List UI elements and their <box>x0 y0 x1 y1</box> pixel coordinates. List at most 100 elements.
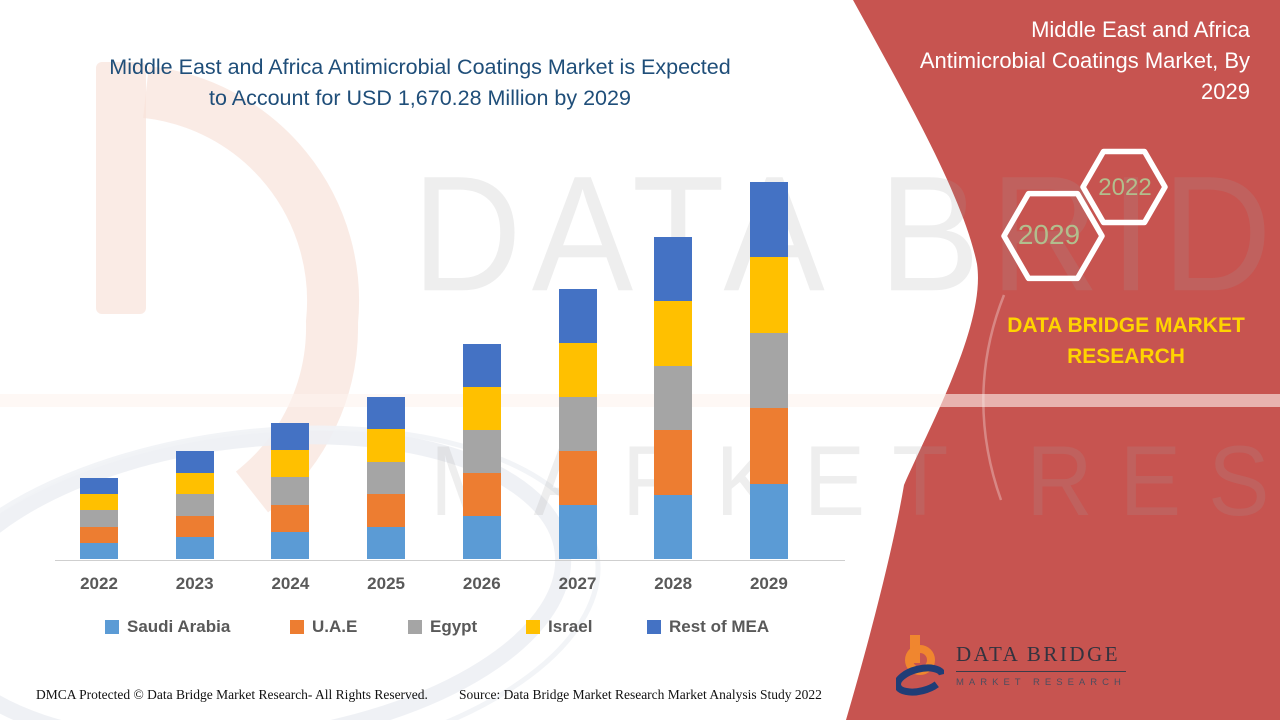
segment-2022-U.A.E <box>80 526 118 543</box>
legend-item-U.A.E: U.A.E <box>290 617 357 637</box>
segment-2024-Egypt <box>271 477 310 505</box>
decor-ribbon <box>0 394 1280 407</box>
x-label-2026: 2026 <box>462 574 501 593</box>
segment-2029-Rest of MEA <box>749 182 788 258</box>
dbmr-logo-tagline: MARKET RESEARCH <box>956 677 1126 688</box>
x-label-2029: 2029 <box>749 574 788 593</box>
legend-label-Rest of MEA: Rest of MEA <box>669 617 770 636</box>
segment-2023-Israel <box>175 472 214 495</box>
x-label-2023: 2023 <box>175 574 214 593</box>
legend-swatch-U.A.E <box>290 620 304 634</box>
legend-label-Egypt: Egypt <box>430 617 478 636</box>
segment-2028-Rest of MEA <box>654 237 693 302</box>
hexagon-2029-label: 2029 <box>1017 219 1081 250</box>
segment-2029-Israel <box>749 257 788 333</box>
hexagon-2022-label: 2022 <box>1098 174 1152 201</box>
logo-swoosh <box>896 664 944 696</box>
plot-area <box>55 0 845 560</box>
segment-2022-Rest of MEA <box>80 478 118 495</box>
bar-2026 <box>462 344 501 559</box>
legend-swatch-Egypt <box>408 620 422 634</box>
segment-2028-U.A.E <box>654 430 693 495</box>
segment-2025-Rest of MEA <box>367 397 406 430</box>
side-panel-brand-text: DATA BRIDGE MARKET RESEARCH <box>1007 314 1245 368</box>
segment-2027-Israel <box>558 343 597 397</box>
segment-2022-Egypt <box>80 510 118 527</box>
dbmr-logo-icon <box>896 635 944 696</box>
hexagon-2029 <box>1001 190 1105 282</box>
segment-2025-Egypt <box>367 461 406 495</box>
legend: Saudi Arabia U.A.E Egypt Israel Rest of MEA <box>0 617 860 643</box>
watermark-swoosh-thin-icon <box>0 425 601 720</box>
bar-2027 <box>558 289 597 559</box>
x-label-2027: 2027 <box>558 574 597 593</box>
x-label-2024: 2024 <box>271 574 310 593</box>
red-panel-shape <box>846 0 1280 720</box>
watermark-b-stem <box>96 62 146 314</box>
legend-item-Egypt: Egypt <box>408 617 477 637</box>
segment-2028-Israel <box>654 301 693 366</box>
segment-2027-U.A.E <box>558 451 597 505</box>
bar-2023 <box>175 451 214 559</box>
footer-dmca-text: DMCA Protected © Data Bridge Market Rese… <box>36 687 428 702</box>
x-label-2028: 2028 <box>654 574 693 593</box>
segment-2024-U.A.E <box>271 504 310 532</box>
segment-2025-U.A.E <box>367 494 406 527</box>
segment-2022-Saudi Arabia <box>80 542 118 559</box>
segment-2027-Rest of MEA <box>558 289 597 343</box>
segment-2026-Egypt <box>462 430 501 473</box>
side-panel-title-line2: Antimicrobial Coatings Market, By <box>919 48 1250 73</box>
segment-2026-Israel <box>462 387 501 430</box>
chart-title-line2: to Account for USD 1,670.28 Million by 2… <box>209 86 631 110</box>
segment-2024-Israel <box>271 450 310 478</box>
footer-source-text: Source: Data Bridge Market Research Mark… <box>459 687 822 702</box>
legend-swatch-Saudi Arabia <box>105 620 119 634</box>
x-label-2025: 2025 <box>367 574 406 593</box>
segment-2024-Saudi Arabia <box>271 531 310 559</box>
segment-2025-Saudi Arabia <box>367 526 406 559</box>
legend-item-Israel: Israel <box>526 617 592 637</box>
chart-title-line1: Middle East and Africa Antimicrobial Coa… <box>109 55 731 79</box>
dbmr-logo-name: DATA BRIDGE <box>956 642 1126 672</box>
segment-2029-Saudi Arabia <box>749 483 788 559</box>
segment-2023-Rest of MEA <box>175 451 214 473</box>
segment-2026-Rest of MEA <box>462 344 501 387</box>
segment-2027-Egypt <box>558 397 597 451</box>
bar-2028 <box>654 237 693 559</box>
legend-item-Saudi Arabia: Saudi Arabia <box>105 617 230 637</box>
segment-2023-Egypt <box>175 494 214 516</box>
segment-2023-U.A.E <box>175 515 214 538</box>
side-panel-title-line1: Middle East and Africa <box>1031 17 1250 42</box>
side-panel-title: Middle East and Africa Antimicrobial Coa… <box>820 14 1250 107</box>
dbmr-logo-words: DATA BRIDGE MARKET RESEARCH <box>956 634 1126 688</box>
segment-2024-Rest of MEA <box>271 423 310 451</box>
bar-2024 <box>271 423 310 559</box>
legend-label-U.A.E: U.A.E <box>312 617 358 636</box>
segment-2029-Egypt <box>749 332 788 409</box>
legend-item-Rest of MEA: Rest of MEA <box>647 617 769 637</box>
segment-2028-Egypt <box>654 365 693 431</box>
segment-2026-U.A.E <box>462 473 501 516</box>
chart-title: Middle East and Africa Antimicrobial Coa… <box>60 52 780 114</box>
segment-2027-Saudi Arabia <box>558 505 597 559</box>
dbmr-logo: DATA BRIDGE MARKET RESEARCH <box>896 634 1126 696</box>
side-panel-title-line3: 2029 <box>1201 79 1250 104</box>
segment-2023-Saudi Arabia <box>175 537 214 559</box>
x-axis-labels: 2022 2023 2024 2025 2026 2027 2028 2029 <box>55 574 845 598</box>
segment-2029-U.A.E <box>749 408 788 484</box>
segment-2025-Israel <box>367 429 406 462</box>
hexagon-badges <box>1001 148 1168 282</box>
segment-2028-Saudi Arabia <box>654 494 693 559</box>
legend-label-Saudi Arabia: Saudi Arabia <box>127 617 231 636</box>
bar-2025 <box>367 397 406 559</box>
segment-2022-Israel <box>80 494 118 511</box>
hexagon-2022 <box>1080 148 1168 226</box>
segment-2026-Saudi Arabia <box>462 516 501 559</box>
bar-2022 <box>80 478 118 559</box>
bar-2029 <box>749 182 788 559</box>
x-label-2022: 2022 <box>80 574 118 593</box>
legend-swatch-Rest of MEA <box>647 620 661 634</box>
legend-label-Israel: Israel <box>548 617 593 636</box>
legend-swatch-Israel <box>526 620 540 634</box>
